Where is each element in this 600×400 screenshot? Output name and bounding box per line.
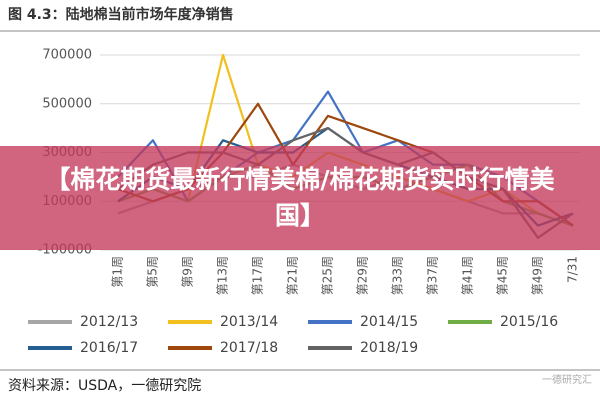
banner: 【棉花期货最新行情美棉/棉花期货实时行情美国】 (0, 146, 600, 250)
x-tick-label: 第17周 (251, 256, 265, 295)
x-tick-label: 第41周 (461, 256, 475, 295)
x-tick-label: 第21周 (286, 256, 300, 295)
y-tick-label: 500000 (42, 96, 92, 111)
source: 资料来源：USDA，一德研究院 (8, 378, 201, 394)
legend-label: 2014/15 (360, 314, 418, 330)
x-tick-label: 第1周 (111, 256, 125, 288)
x-tick-label: 第9周 (181, 256, 195, 288)
legend-label: 2012/13 (80, 314, 138, 330)
legend-label: 2016/17 (80, 340, 138, 356)
watermark: 一德研究汇 (542, 373, 592, 386)
x-tick-label: 第25周 (321, 256, 335, 295)
x-tick-label: 第45周 (496, 256, 510, 295)
legend-label: 2015/16 (500, 314, 558, 330)
x-tick-label: 第49周 (531, 256, 545, 295)
x-tick-label: 第33周 (391, 256, 405, 295)
banner-text: 【棉花期货最新行情美棉/棉花期货实时行情美国】 (45, 165, 555, 230)
x-tick-label: 7/31 (566, 256, 580, 283)
x-tick-label: 第29周 (356, 256, 370, 295)
x-tick-label: 第5周 (146, 256, 160, 288)
x-tick-label: 第37周 (426, 256, 440, 295)
x-tick-label: 第13周 (216, 256, 230, 295)
chart-title: 图 4.3：陆地棉当前市场年度净销售 (8, 6, 234, 23)
legend-label: 2013/14 (220, 314, 278, 330)
legend-label: 2017/18 (220, 340, 278, 356)
legend-label: 2018/19 (360, 340, 418, 356)
y-tick-label: 700000 (42, 48, 92, 63)
